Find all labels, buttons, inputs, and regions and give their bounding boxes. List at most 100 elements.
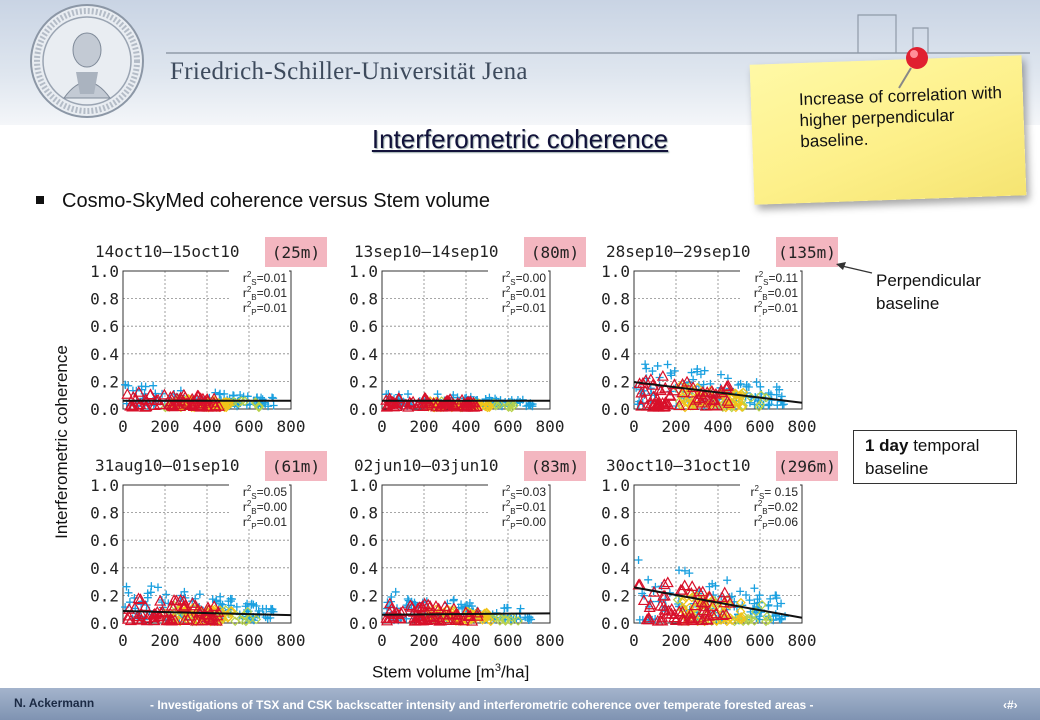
point-red [212, 605, 225, 617]
x-tick-label: 800 [277, 631, 306, 650]
panel-title: 31aug10—01sep10 [95, 456, 240, 475]
point-red [720, 608, 733, 620]
point-red [696, 585, 709, 597]
point-red [393, 392, 406, 404]
point-red [414, 612, 427, 624]
point-diamond [757, 599, 767, 610]
y-tick-label: 1.0 [601, 476, 630, 495]
point-blue [736, 587, 745, 596]
point-blue [755, 591, 764, 600]
y-tick-label: 0.6 [601, 317, 630, 336]
point-blue [766, 594, 775, 603]
stat-sup: 2 [506, 300, 511, 309]
point-blue [153, 583, 162, 592]
baseline-highlight [524, 451, 586, 481]
stat-line: r2S= 0.15 [751, 484, 799, 501]
point-blue [149, 381, 158, 390]
stat-r: r [754, 301, 758, 315]
stat-sup: 2 [247, 270, 252, 279]
point-blue [642, 364, 651, 373]
stat-r: r [502, 485, 506, 499]
point-red [405, 600, 419, 612]
stats-background [740, 269, 800, 313]
stat-sup: 2 [247, 499, 252, 508]
point-blue [685, 569, 694, 578]
point-red [460, 396, 473, 408]
stat-sup: 2 [247, 300, 252, 309]
point-cloud [121, 582, 278, 627]
regression-line [381, 612, 551, 616]
point-red [208, 600, 221, 611]
stat-value: =0.05 [257, 485, 288, 499]
stat-r: r [243, 485, 247, 499]
point-red [657, 400, 671, 412]
point-red [668, 608, 681, 620]
point-red [670, 614, 683, 626]
point-blue [644, 575, 653, 584]
arrow-line [841, 265, 873, 274]
point-diamond [721, 613, 731, 623]
point-blue [778, 400, 787, 409]
stats-background [488, 483, 548, 527]
point-red [652, 398, 665, 410]
point-red [131, 610, 144, 622]
point-red [151, 393, 165, 405]
point-blue [124, 381, 133, 390]
y-tick-label: 0.8 [349, 290, 378, 309]
point-diamond [678, 595, 689, 606]
point-red [637, 393, 651, 404]
point-red [657, 589, 670, 601]
stat-value: =0.00 [516, 515, 547, 529]
stat-sub: B [762, 507, 767, 516]
panel-title: 28sep10—29sep10 [606, 242, 751, 261]
point-red [424, 600, 437, 611]
point-blue [675, 566, 684, 575]
point-red [125, 399, 138, 411]
y-tick-label: 1.0 [349, 262, 378, 281]
point-blue [670, 366, 679, 375]
stat-line: r2P=0.01 [243, 300, 287, 317]
point-red [422, 598, 435, 610]
x-tick-label: 0 [118, 417, 128, 436]
x-tick-label: 600 [746, 417, 775, 436]
stat-sub: B [251, 507, 256, 516]
y-tick-label: 1.0 [349, 476, 378, 495]
point-blue [708, 579, 717, 588]
point-red [644, 598, 657, 610]
point-red [667, 384, 680, 396]
page-title: Interferometric coherence [371, 124, 669, 154]
point-red [718, 596, 731, 608]
point-red [383, 612, 396, 623]
point-red [203, 612, 216, 624]
point-red [692, 392, 705, 404]
footer-title: - Investigations of TSX and CSK backscat… [150, 698, 814, 712]
point-blue [696, 370, 705, 379]
stat-sub: S [510, 278, 515, 287]
stat-line: r2S=0.03 [502, 484, 546, 501]
stat-sub: B [510, 507, 515, 516]
point-red [134, 593, 147, 605]
x-tick-label: 800 [536, 417, 565, 436]
point-red [186, 392, 199, 404]
point-red [697, 604, 710, 616]
stat-sub: P [762, 522, 767, 531]
point-diamond [756, 390, 766, 401]
point-red [701, 613, 714, 625]
point-diamond [226, 606, 237, 616]
stat-sup: 2 [758, 499, 763, 508]
point-red [212, 400, 226, 411]
point-blue [641, 360, 650, 369]
point-red [432, 602, 445, 614]
panel-title: 13sep10—14sep10 [354, 242, 499, 261]
point-blue [744, 383, 753, 392]
point-diamond [490, 400, 501, 411]
stat-line: r2B=0.01 [502, 499, 546, 516]
point-blue [122, 582, 131, 591]
stat-line: r2B=0.01 [502, 285, 546, 302]
stat-value: =0.01 [516, 500, 547, 514]
y-tick-label: 0.8 [601, 290, 630, 309]
scatter-panel: 31aug10—01sep10 (61m) 0.0 0.2 0.4 0.6 0.8 1.0 0 2… [90, 451, 327, 650]
pushpin-icon [898, 47, 928, 89]
x-tick-label: 200 [410, 631, 439, 650]
point-red [441, 612, 454, 624]
